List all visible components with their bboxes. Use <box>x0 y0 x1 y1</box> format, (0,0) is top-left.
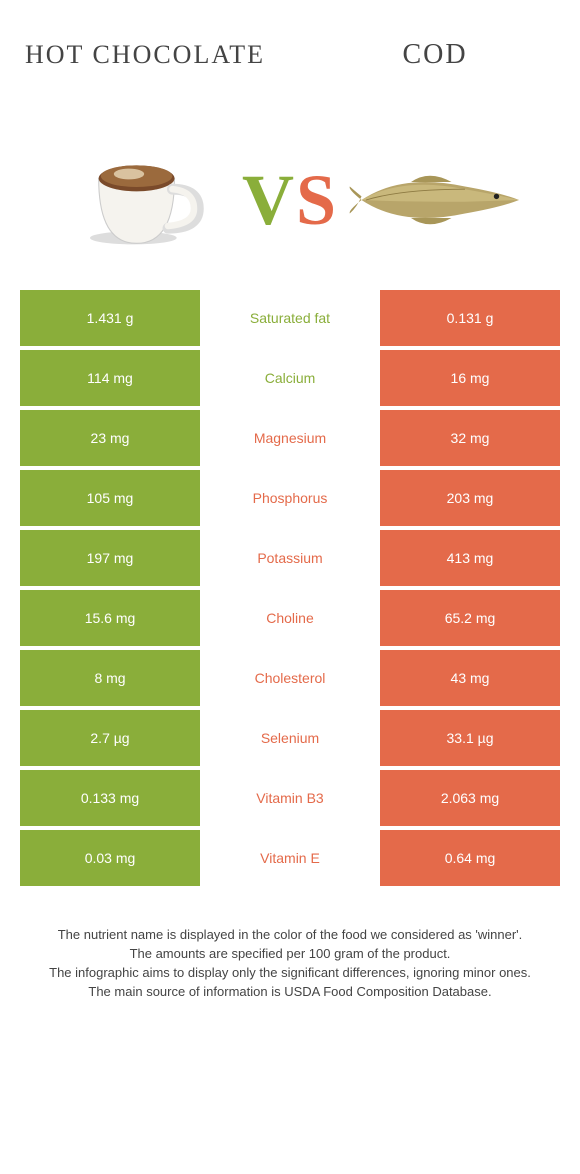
nutrient-left-value: 8 mg <box>20 650 200 706</box>
nutrient-label: Potassium <box>200 530 380 586</box>
header: HOT CHOCOLATE COD <box>0 0 580 110</box>
nutrient-left-value: 23 mg <box>20 410 200 466</box>
food-left-title: HOT CHOCOLATE <box>0 40 290 70</box>
nutrient-right-value: 0.131 g <box>380 290 560 346</box>
footer-line-3: The infographic aims to display only the… <box>40 964 540 983</box>
nutrient-left-value: 15.6 mg <box>20 590 200 646</box>
table-row: 1.431 gSaturated fat0.131 g <box>20 290 560 346</box>
nutrient-left-value: 105 mg <box>20 470 200 526</box>
table-row: 0.133 mgVitamin B32.063 mg <box>20 770 560 826</box>
nutrient-right-value: 0.64 mg <box>380 830 560 886</box>
food-right-title: COD <box>290 39 580 71</box>
footer-notes: The nutrient name is displayed in the co… <box>0 926 580 1001</box>
hot-chocolate-image <box>52 125 232 275</box>
nutrient-left-value: 0.133 mg <box>20 770 200 826</box>
nutrient-left-value: 1.431 g <box>20 290 200 346</box>
comparison-table: 1.431 gSaturated fat0.131 g114 mgCalcium… <box>20 290 560 886</box>
table-row: 2.7 µgSelenium33.1 µg <box>20 710 560 766</box>
table-row: 8 mgCholesterol43 mg <box>20 650 560 706</box>
nutrient-right-value: 32 mg <box>380 410 560 466</box>
nutrient-label: Selenium <box>200 710 380 766</box>
nutrient-right-value: 413 mg <box>380 530 560 586</box>
table-row: 0.03 mgVitamin E0.64 mg <box>20 830 560 886</box>
nutrient-right-value: 33.1 µg <box>380 710 560 766</box>
nutrient-label: Vitamin E <box>200 830 380 886</box>
nutrient-left-value: 0.03 mg <box>20 830 200 886</box>
nutrient-label: Magnesium <box>200 410 380 466</box>
nutrient-right-value: 65.2 mg <box>380 590 560 646</box>
footer-line-4: The main source of information is USDA F… <box>40 983 540 1002</box>
vs-label: VS <box>242 159 338 242</box>
nutrient-label: Choline <box>200 590 380 646</box>
nutrient-right-value: 203 mg <box>380 470 560 526</box>
nutrient-left-value: 114 mg <box>20 350 200 406</box>
table-row: 105 mgPhosphorus203 mg <box>20 470 560 526</box>
nutrient-left-value: 197 mg <box>20 530 200 586</box>
nutrient-label: Cholesterol <box>200 650 380 706</box>
nutrient-label: Phosphorus <box>200 470 380 526</box>
table-row: 23 mgMagnesium32 mg <box>20 410 560 466</box>
nutrient-label: Saturated fat <box>200 290 380 346</box>
nutrient-right-value: 16 mg <box>380 350 560 406</box>
footer-line-1: The nutrient name is displayed in the co… <box>40 926 540 945</box>
footer-line-2: The amounts are specified per 100 gram o… <box>40 945 540 964</box>
table-row: 197 mgPotassium413 mg <box>20 530 560 586</box>
nutrient-left-value: 2.7 µg <box>20 710 200 766</box>
cod-image <box>348 125 528 275</box>
vs-s: S <box>296 159 338 242</box>
nutrient-right-value: 43 mg <box>380 650 560 706</box>
nutrient-label: Vitamin B3 <box>200 770 380 826</box>
vs-v: V <box>242 159 296 242</box>
table-row: 15.6 mgCholine65.2 mg <box>20 590 560 646</box>
table-row: 114 mgCalcium16 mg <box>20 350 560 406</box>
hero-row: VS <box>0 110 580 290</box>
nutrient-right-value: 2.063 mg <box>380 770 560 826</box>
nutrient-label: Calcium <box>200 350 380 406</box>
